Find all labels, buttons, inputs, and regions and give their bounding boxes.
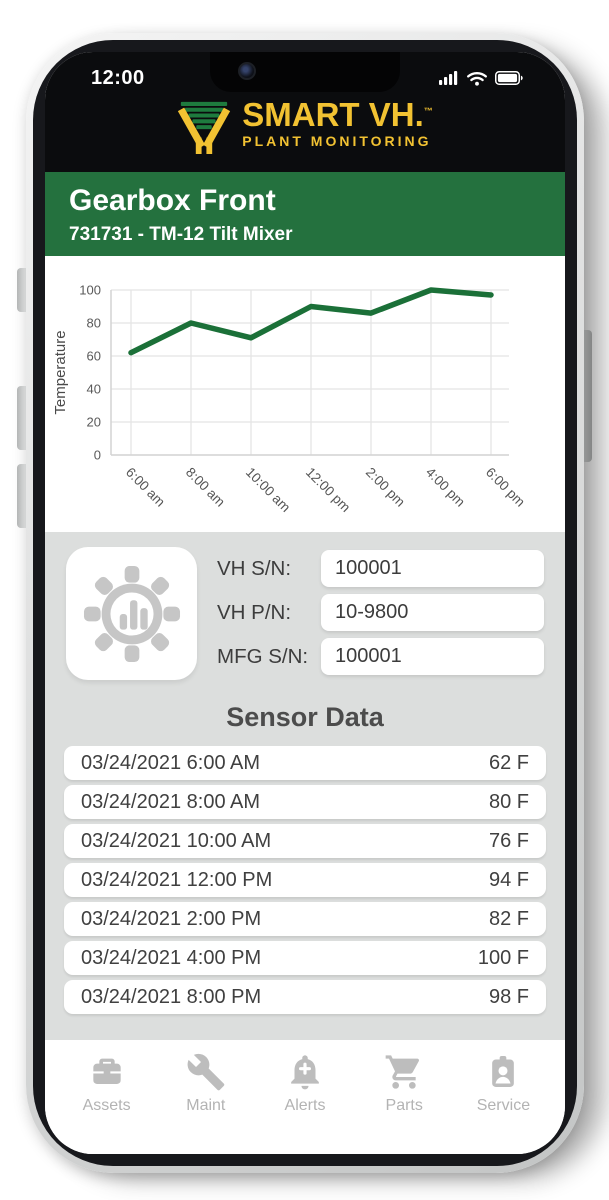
svg-text:40: 40 bbox=[87, 382, 101, 397]
sensor-row[interactable]: 03/24/2021 6:00 AM 62 F bbox=[64, 746, 546, 780]
sensor-timestamp: 03/24/2021 4:00 PM bbox=[81, 946, 262, 969]
svg-text:6:00 am: 6:00 am bbox=[123, 465, 168, 510]
front-camera-icon bbox=[238, 62, 256, 80]
svg-text:6:00 pm: 6:00 pm bbox=[483, 465, 528, 510]
field-row: VH S/N: bbox=[217, 550, 544, 587]
wifi-icon bbox=[467, 72, 487, 86]
brand-name: SMART VH.™ bbox=[242, 96, 433, 133]
sensor-value: 76 F bbox=[488, 829, 529, 852]
vh-pn-label: VH P/N: bbox=[217, 600, 292, 624]
svg-text:0: 0 bbox=[94, 448, 101, 463]
status-bar: 12:00 bbox=[45, 52, 565, 92]
vh-sn-input[interactable] bbox=[321, 550, 544, 587]
sensor-data-list: 03/24/2021 6:00 AM 62 F 03/24/2021 8:00 … bbox=[45, 746, 565, 1014]
asset-title: Gearbox Front bbox=[69, 184, 276, 217]
nav-item-alerts[interactable]: Alerts bbox=[255, 1052, 354, 1154]
gear-chart-icon bbox=[83, 565, 180, 662]
sensor-row[interactable]: 03/24/2021 2:00 PM 82 F bbox=[64, 902, 546, 936]
brand-logo: SMART VH.™ PLANT MONITORING bbox=[45, 96, 565, 155]
phone-screen: 12:00 bbox=[45, 52, 565, 1154]
svg-text:8:00 am: 8:00 am bbox=[183, 465, 228, 510]
signal-strength-icon bbox=[439, 71, 458, 85]
sensor-value: 100 F bbox=[477, 946, 529, 969]
svg-text:80: 80 bbox=[87, 316, 101, 331]
cart-icon bbox=[385, 1055, 420, 1089]
sensor-timestamp: 03/24/2021 6:00 AM bbox=[81, 751, 261, 774]
sensor-value: 98 F bbox=[488, 985, 529, 1008]
notch bbox=[210, 52, 400, 92]
device-info: VH S/N: VH P/N: MFG S/N: bbox=[45, 547, 565, 680]
sensor-row[interactable]: 03/24/2021 8:00 AM 80 F bbox=[64, 785, 546, 819]
sensor-timestamp: 03/24/2021 2:00 PM bbox=[81, 907, 262, 930]
sensor-row[interactable]: 03/24/2021 4:00 PM 100 F bbox=[64, 941, 546, 975]
smartvh-logo-icon bbox=[178, 101, 231, 154]
svg-text:20: 20 bbox=[87, 415, 101, 430]
status-icons bbox=[439, 70, 523, 86]
mfg-sn-label: MFG S/N: bbox=[217, 644, 309, 668]
info-section: VH S/N: VH P/N: MFG S/N: bbox=[45, 532, 565, 1040]
asset-header: Gearbox Front 731731 - TM-12 Tilt Mixer bbox=[45, 172, 565, 256]
svg-text:4:00 pm: 4:00 pm bbox=[423, 465, 468, 510]
trademark: ™ bbox=[423, 106, 433, 116]
wrench-icon bbox=[187, 1053, 225, 1091]
bottom-nav: Assets Maint Alerts bbox=[45, 1040, 565, 1154]
app-header: 12:00 bbox=[45, 52, 565, 172]
temperature-chart: 0 20 40 60 80 100 6:00 am 8:00 am 10:00 am 12:00 … bbox=[52, 283, 528, 515]
vh-sn-label: VH S/N: bbox=[217, 556, 292, 580]
toolbox-icon bbox=[92, 1058, 121, 1084]
chart-section: 0 20 40 60 80 100 6:00 am 8:00 am 10:00 am 12:00 … bbox=[45, 256, 565, 532]
sensor-row[interactable]: 03/24/2021 8:00 PM 98 F bbox=[64, 980, 546, 1014]
id-badge-icon bbox=[492, 1056, 515, 1087]
nav-label: Service bbox=[476, 1097, 531, 1114]
svg-text:10:00 am: 10:00 am bbox=[243, 465, 293, 515]
svg-text:Temperature: Temperature bbox=[52, 330, 69, 414]
nav-label: Alerts bbox=[284, 1097, 326, 1114]
asset-subtitle: 731731 - TM-12 Tilt Mixer bbox=[69, 223, 293, 245]
mfg-sn-input[interactable] bbox=[321, 638, 544, 675]
asset-type-card bbox=[66, 547, 197, 680]
nav-label: Maint bbox=[186, 1097, 226, 1114]
sensor-row[interactable]: 03/24/2021 10:00 AM 76 F bbox=[64, 824, 546, 858]
brand-tagline: PLANT MONITORING bbox=[242, 133, 432, 150]
svg-text:12:00 pm: 12:00 pm bbox=[303, 465, 353, 515]
sensor-row[interactable]: 03/24/2021 12:00 PM 94 F bbox=[64, 863, 546, 897]
sensor-timestamp: 03/24/2021 8:00 PM bbox=[81, 985, 262, 1008]
bell-plus-icon bbox=[291, 1055, 319, 1090]
sensor-value: 94 F bbox=[488, 868, 529, 891]
nav-item-service[interactable]: Service bbox=[454, 1052, 553, 1154]
field-row: MFG S/N: bbox=[217, 638, 544, 675]
phone-bezel: 12:00 bbox=[33, 40, 577, 1166]
nav-label: Parts bbox=[385, 1097, 423, 1114]
sensor-data-title: Sensor Data bbox=[226, 702, 384, 732]
nav-item-assets[interactable]: Assets bbox=[57, 1052, 156, 1154]
sensor-timestamp: 03/24/2021 12:00 PM bbox=[81, 868, 273, 891]
serial-fields: VH S/N: VH P/N: MFG S/N: bbox=[217, 547, 544, 675]
sensor-timestamp: 03/24/2021 10:00 AM bbox=[81, 829, 272, 852]
vh-pn-input[interactable] bbox=[321, 594, 544, 631]
sensor-value: 82 F bbox=[488, 907, 529, 930]
svg-text:100: 100 bbox=[79, 283, 101, 298]
nav-label: Assets bbox=[82, 1097, 131, 1114]
field-row: VH P/N: bbox=[217, 594, 544, 631]
nav-item-parts[interactable]: Parts bbox=[355, 1052, 454, 1154]
battery-icon bbox=[495, 71, 523, 85]
sensor-value: 62 F bbox=[488, 751, 529, 774]
smartvh-logo-text: SMART VH.™ PLANT MONITORING bbox=[242, 96, 433, 150]
nav-item-maint[interactable]: Maint bbox=[156, 1052, 255, 1154]
clock: 12:00 bbox=[91, 66, 145, 89]
sensor-value: 80 F bbox=[488, 790, 529, 813]
phone-frame: 12:00 bbox=[26, 33, 584, 1173]
sensor-timestamp: 03/24/2021 8:00 AM bbox=[81, 790, 261, 813]
svg-text:60: 60 bbox=[87, 349, 101, 364]
svg-text:2:00 pm: 2:00 pm bbox=[363, 465, 408, 510]
